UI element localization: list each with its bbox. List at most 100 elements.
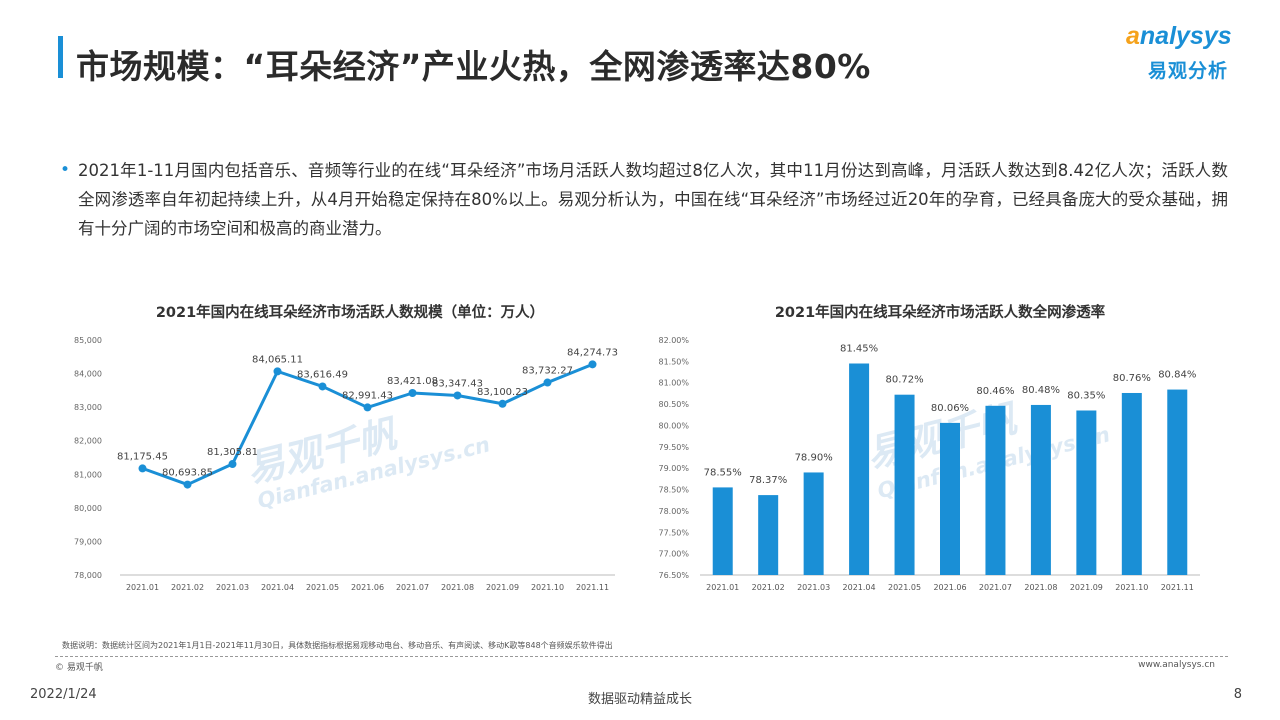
x-tick-label: 2021.11 [1161,583,1194,592]
y-tick-label: 82.00% [658,336,689,345]
x-tick-label: 2021.11 [576,583,609,592]
data-note: 数据说明：数据统计区间为2021年1月1日-2021年11月30日，具体数据指标… [62,641,613,650]
x-tick-label: 2021.02 [752,583,785,592]
data-label: 78.90% [795,452,833,463]
copyright-text: © 易观千帆 [55,663,103,673]
y-tick-label: 82,000 [74,437,102,446]
x-tick-label: 2021.03 [216,583,249,592]
x-tick-label: 2021.08 [1024,583,1057,592]
data-label: 80.35% [1067,391,1105,402]
data-point [408,389,417,398]
bar [985,405,1006,575]
page-title: 市场规模：“耳朵经济”产业火热，全网渗透率达80% [76,47,871,86]
data-label: 80,693.85 [162,468,213,479]
penetration-bar-chart: 76.50% 77.00% 77.50% 78.00% 78.50% 79.00% 79.5… [658,336,1200,592]
y-tick-label: 76.50% [658,571,689,580]
bar [940,422,960,575]
x-tick-label: 2021.05 [306,583,339,592]
x-tick-label: 2021.10 [531,583,564,592]
data-point [453,391,462,400]
x-tick-label: 2021.07 [396,583,429,592]
footer-date: 2022/1/24 [30,687,97,702]
y-tick-label: 79.50% [658,443,689,452]
data-point [588,360,597,369]
x-tick-label: 2021.01 [706,583,739,592]
y-tick-label: 78,000 [74,571,102,580]
bar [758,495,779,575]
x-tick-label: 2021.10 [1115,583,1148,592]
bullet-icon: • [60,160,71,180]
x-tick-label: 2021.04 [261,583,294,592]
y-tick-label: 79.00% [658,464,689,473]
bar [894,394,915,575]
x-tick-label: 2021.07 [979,583,1012,592]
x-tick-label: 2021.09 [1070,583,1103,592]
data-label: 78.55% [704,467,742,478]
bar [1167,389,1188,575]
data-label: 78.37% [749,475,787,486]
x-tick-label: 2021.08 [441,583,474,592]
data-label: 84,274.73 [567,347,618,358]
data-label: 81,305.81 [207,447,258,458]
x-tick-label: 2021.06 [933,583,966,592]
summary-paragraph: 2021年1-11月国内包括音乐、音频等行业的在线“耳朵经济”市场月活跃人数均超… [78,161,1228,238]
data-label: 83,616.49 [297,369,348,380]
footer-divider [55,656,1228,657]
y-tick-label: 80.50% [658,400,689,409]
analysys-logo: analysys 易观分析 [1118,18,1258,88]
y-tick-label: 85,000 [74,336,102,345]
bar-chart-title: 2021年国内在线耳朵经济市场活跃人数全网渗透率 [774,305,1106,321]
data-label: 81,175.45 [117,451,168,462]
y-tick-label: 78.50% [658,486,689,495]
y-tick-label: 77.50% [658,528,689,537]
data-label: 80.48% [1022,385,1060,396]
x-tick-label: 2021.06 [351,583,384,592]
data-point [138,464,147,473]
data-point [273,367,282,376]
x-tick-label: 2021.03 [797,583,830,592]
y-tick-label: 81.50% [658,357,689,366]
y-tick-label: 84,000 [74,370,102,379]
y-tick-label: 80,000 [74,504,102,513]
bar [1121,392,1142,575]
data-point [228,460,237,469]
website-link[interactable]: www.analysys.cn [1138,660,1215,670]
line-chart-title: 2021年国内在线耳朵经济市场活跃人数规模（单位：万人） [155,305,545,321]
x-tick-label: 2021.01 [126,583,159,592]
bar [803,472,824,575]
data-label: 80.72% [885,375,923,386]
logo-wordmark: analysys [1126,22,1232,50]
bar [1076,410,1097,575]
y-tick-label: 83,000 [74,403,102,412]
data-point [183,480,192,489]
data-point [318,382,327,391]
bar [712,487,733,575]
data-label: 83,100.23 [477,387,528,398]
data-label: 81.45% [840,344,878,355]
data-label: 83,347.43 [432,378,483,389]
data-label: 84,065.11 [252,354,303,365]
page-number: 8 [1233,687,1242,702]
active-users-line-chart: 78,000 79,000 80,000 81,000 82,000 83,000 84,0… [74,336,618,592]
data-label: 83,421.08 [387,376,438,387]
data-label: 80.84% [1158,370,1196,381]
x-tick-label: 2021.04 [843,583,876,592]
y-tick-label: 79,000 [74,537,102,546]
series-line [141,362,594,487]
x-tick-label: 2021.02 [171,583,204,592]
x-tick-label: 2021.05 [888,583,921,592]
data-point [543,378,552,387]
data-label: 80.46% [976,386,1014,397]
data-point [498,399,507,408]
bar [1030,404,1051,575]
footer-slogan: 数据驱动精益成长 [587,692,692,707]
data-label: 80.06% [931,403,969,414]
data-label: 82,991.43 [342,390,393,401]
bar [849,363,870,575]
title-accent-bar [58,36,63,78]
data-point [363,403,372,412]
data-label: 83,732.27 [522,366,573,377]
logo-chinese-name: 易观分析 [1148,60,1229,82]
y-tick-label: 78.00% [658,507,689,516]
x-tick-label: 2021.09 [486,583,519,592]
